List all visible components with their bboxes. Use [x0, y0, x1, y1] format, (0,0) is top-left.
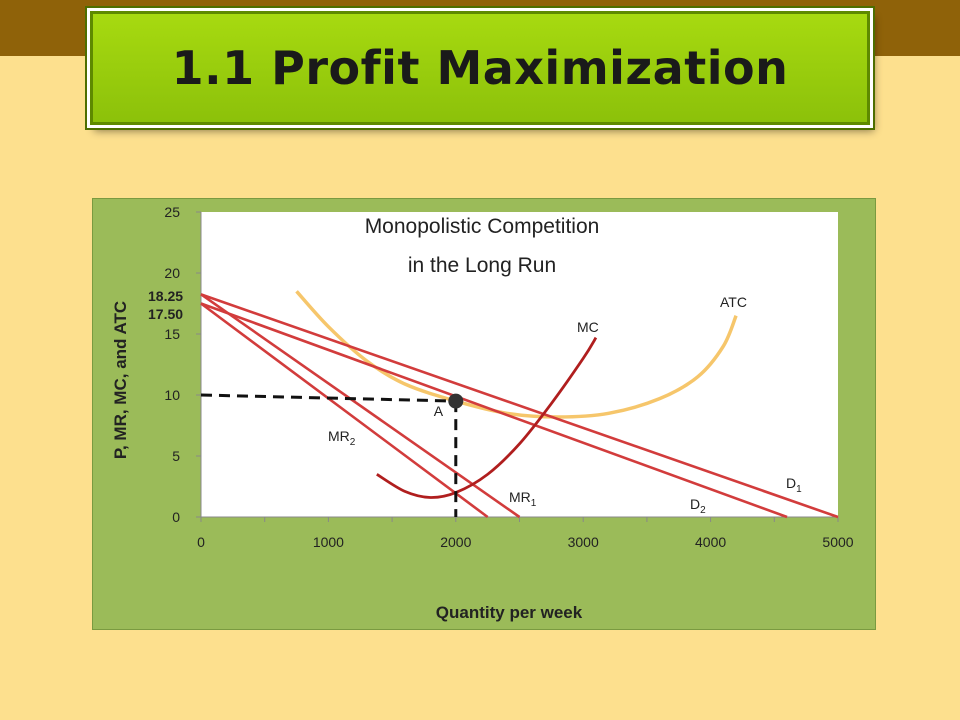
x-tick-label: 0 — [197, 534, 205, 550]
chart-title-line1: Monopolistic Competition — [365, 215, 600, 238]
title-box: 1.1 Profit Maximization — [90, 11, 870, 125]
d1-line — [200, 293, 839, 519]
d2-line — [200, 302, 788, 519]
atc-curve — [295, 290, 738, 419]
price-label-18-25: 18.25 — [148, 288, 183, 304]
x-tick-label: 2000 — [440, 534, 471, 550]
y-tick-label: 5 — [172, 448, 180, 464]
price-label-17-50: 17.50 — [148, 306, 183, 322]
price-guide-line — [200, 393, 456, 403]
y-axis-label: P, MR, MC, and ATC — [111, 301, 130, 459]
x-tick-label: 1000 — [313, 534, 344, 550]
slide-title: 1.1 Profit Maximization — [171, 41, 789, 95]
mc-label: MC — [577, 319, 599, 335]
atc-label: ATC — [720, 294, 747, 310]
x-tick-label: 3000 — [568, 534, 599, 550]
mr1-line — [200, 293, 521, 519]
d1-label: D1 — [786, 475, 802, 495]
mr2-line — [200, 302, 489, 519]
y-tick-label: 20 — [164, 265, 180, 281]
x-axis-label: Quantity per week — [436, 603, 583, 622]
mc-curve — [376, 336, 598, 499]
mr1-label: MR1 — [509, 489, 537, 509]
point-a-label: A — [434, 403, 444, 419]
x-tick-label: 4000 — [695, 534, 726, 550]
mr2-label: MR2 — [328, 428, 356, 448]
y-tick-label: 10 — [164, 387, 180, 403]
chart-title-line2: in the Long Run — [408, 254, 556, 277]
y-tick-label: 0 — [172, 509, 180, 525]
d2-label: D2 — [690, 496, 706, 516]
x-tick-label: 5000 — [822, 534, 853, 550]
y-tick-label: 15 — [164, 326, 180, 342]
plot-area — [201, 212, 838, 517]
y-tick-label: 25 — [164, 204, 180, 220]
point-a-marker — [448, 393, 464, 409]
